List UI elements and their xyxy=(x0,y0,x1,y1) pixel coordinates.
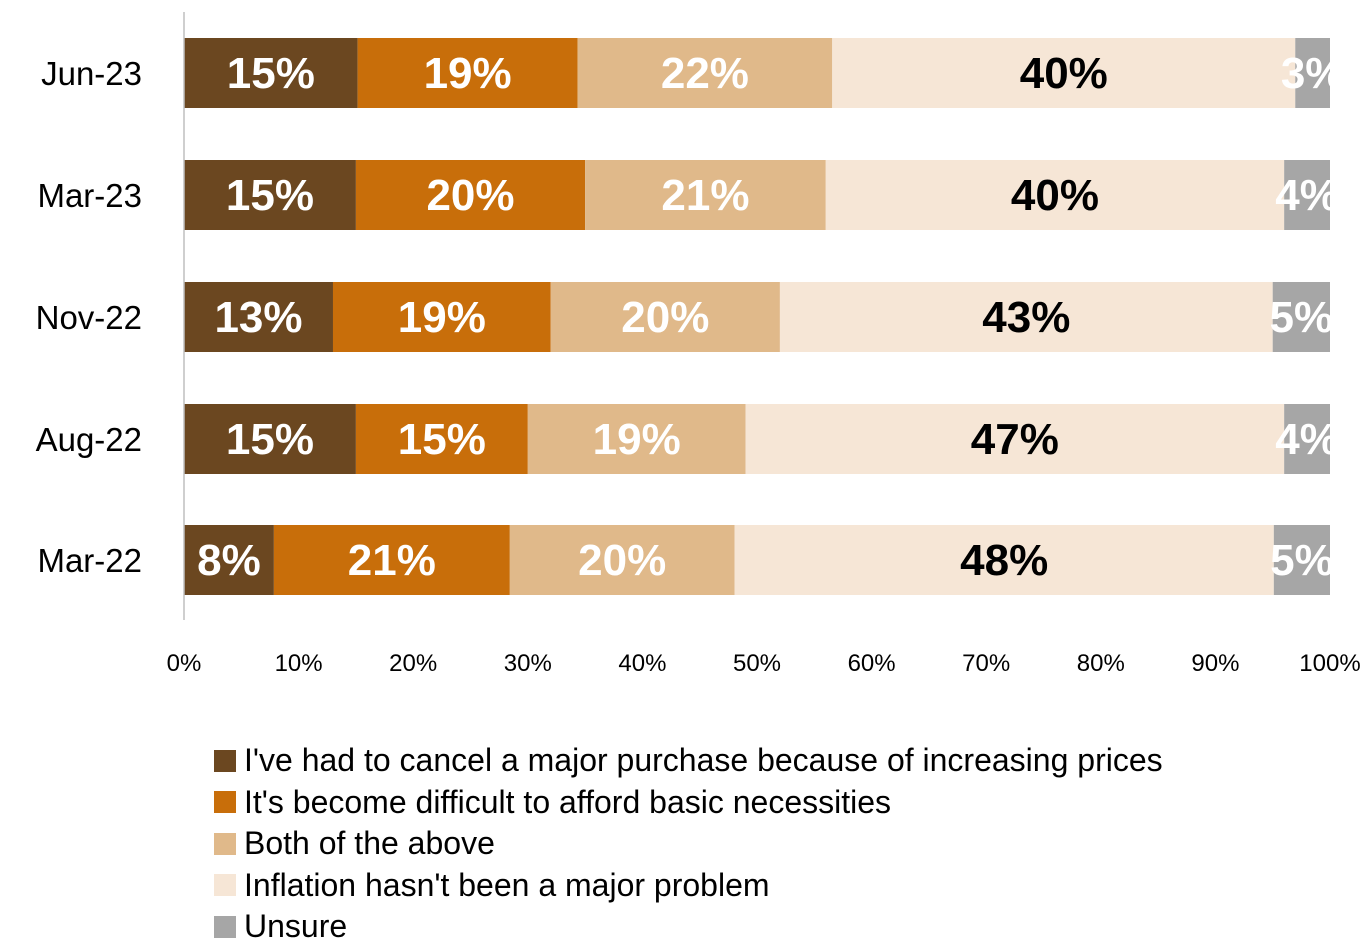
bar-segment xyxy=(1272,282,1330,352)
data-label: 20% xyxy=(621,293,709,342)
legend-label: Unsure xyxy=(244,908,348,945)
data-label: 15% xyxy=(226,171,314,220)
category-labels-layer: Jun-23 Mar-23 Nov-22 Aug-22 Mar-22 xyxy=(36,55,142,579)
axes-layer: 0% 10% 20% 30% 40% 50% 60% 70% 80% 90% 100% xyxy=(167,12,1361,677)
bar-segment xyxy=(779,282,1273,352)
category-label: Aug-22 xyxy=(36,421,142,458)
bar-segment xyxy=(577,38,833,108)
x-tick-label: 90% xyxy=(1191,650,1239,677)
bar-segment xyxy=(355,404,528,474)
stacked-bar-chart: 15% 19% 22% 40% 3% 15% 20% 21% 40% 4% 13% 19% 20% 43%… xyxy=(36,12,1361,677)
legend-item: I've had to cancel a major purchase beca… xyxy=(214,740,1163,782)
legend-label: It's become difficult to afford basic ne… xyxy=(244,783,892,820)
bar-segment xyxy=(357,38,578,108)
data-label: 15% xyxy=(227,49,315,98)
x-tick-label: 30% xyxy=(504,650,552,677)
legend-label: Both of the above xyxy=(244,825,495,862)
data-label: 22% xyxy=(661,49,749,98)
bar-segment xyxy=(184,38,358,108)
legend-swatch xyxy=(214,832,236,855)
legend-swatch xyxy=(214,915,236,938)
x-tick-label: 40% xyxy=(618,650,666,677)
data-label: 4% xyxy=(1275,171,1339,220)
bar-segment xyxy=(273,525,510,595)
x-tick-label: 0% xyxy=(167,650,202,677)
data-label: 48% xyxy=(960,536,1048,585)
category-label: Jun-23 xyxy=(41,55,142,92)
category-label: Mar-23 xyxy=(37,177,142,214)
data-label: 15% xyxy=(226,415,314,464)
data-label: 15% xyxy=(398,415,486,464)
legend-swatch xyxy=(214,874,236,897)
data-label: 19% xyxy=(593,415,681,464)
category-label: Mar-22 xyxy=(37,542,142,579)
bar-segment xyxy=(1273,525,1330,595)
data-label: 3% xyxy=(1281,49,1345,98)
legend-item: Both of the above xyxy=(214,823,1163,865)
bar-segment xyxy=(1295,38,1330,108)
legend-item: Unsure xyxy=(214,906,1163,948)
x-tick-label: 50% xyxy=(733,650,781,677)
bar-segment xyxy=(184,282,333,352)
bar-segment xyxy=(825,160,1285,230)
bar-segment xyxy=(332,282,551,352)
data-label: 5% xyxy=(1270,293,1334,342)
legend-item: It's become difficult to afford basic ne… xyxy=(214,782,1163,824)
bar-segment xyxy=(550,282,780,352)
data-label: 19% xyxy=(424,49,512,98)
data-label: 4% xyxy=(1275,415,1339,464)
data-label: 19% xyxy=(398,293,486,342)
data-label: 40% xyxy=(1011,171,1099,220)
bar-segment xyxy=(184,404,356,474)
data-label: 13% xyxy=(214,293,302,342)
legend-label: I've had to cancel a major purchase beca… xyxy=(244,742,1163,779)
bar-segment xyxy=(509,525,735,595)
data-label: 5% xyxy=(1270,536,1334,585)
bar-segment xyxy=(184,525,274,595)
data-label: 8% xyxy=(197,536,261,585)
bar-segment xyxy=(585,160,826,230)
data-label: 40% xyxy=(1020,49,1108,98)
bar-segment xyxy=(1284,404,1330,474)
legend-swatch xyxy=(214,791,236,814)
x-tick-label: 80% xyxy=(1077,650,1125,677)
x-tick-label: 20% xyxy=(389,650,437,677)
data-label: 21% xyxy=(348,536,436,585)
data-label: 43% xyxy=(982,293,1070,342)
bar-segment xyxy=(355,160,586,230)
x-tick-label: 60% xyxy=(848,650,896,677)
bar-segment xyxy=(527,404,746,474)
x-tick-label: 10% xyxy=(275,650,323,677)
bar-segment xyxy=(734,525,1274,595)
legend: I've had to cancel a major purchase beca… xyxy=(214,740,1163,948)
legend-item: Inflation hasn't been a major problem xyxy=(214,865,1163,907)
bar-segment xyxy=(184,160,356,230)
x-tick-label: 70% xyxy=(962,650,1010,677)
legend-label: Inflation hasn't been a major problem xyxy=(244,866,770,903)
legend-swatch xyxy=(214,749,236,772)
data-label: 47% xyxy=(971,415,1059,464)
x-tick-label: 100% xyxy=(1299,650,1360,677)
data-label: 20% xyxy=(426,171,514,220)
data-label: 20% xyxy=(578,536,666,585)
bar-segment xyxy=(1284,160,1330,230)
data-label: 21% xyxy=(661,171,749,220)
bars-layer xyxy=(184,38,1330,595)
bar-segment xyxy=(832,38,1296,108)
bar-segment xyxy=(745,404,1285,474)
data-labels-layer: 15% 19% 22% 40% 3% 15% 20% 21% 40% 4% 13% 19% 20% 43%… xyxy=(197,49,1345,585)
category-label: Nov-22 xyxy=(36,299,142,336)
